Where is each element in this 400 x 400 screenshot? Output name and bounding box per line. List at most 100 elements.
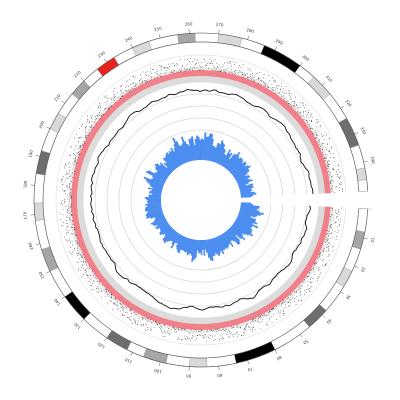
histogram-bar (224, 153, 237, 169)
histogram-bar (190, 239, 195, 256)
histogram-bar (189, 239, 194, 254)
histogram-bar (239, 210, 258, 217)
histogram-bar (223, 158, 231, 168)
histogram-bar (228, 158, 244, 173)
tick-label: 140 (53, 297, 62, 306)
histogram-bar (151, 178, 165, 185)
histogram-bar (155, 166, 170, 177)
histogram-bar (217, 235, 226, 251)
tick-label: 180 (22, 180, 28, 189)
histogram-bar (224, 231, 233, 241)
histogram-bar (240, 191, 255, 195)
histogram-bar (224, 153, 236, 169)
tick-mark (354, 132, 359, 135)
histogram-bar (227, 229, 241, 244)
histogram-bar (225, 151, 241, 170)
tick-label: 120 (96, 341, 105, 350)
histogram-bar (204, 239, 208, 253)
tick-mark (35, 243, 40, 245)
histogram-bar (180, 145, 188, 163)
histogram-bar (232, 223, 250, 236)
histogram-bar (147, 208, 163, 213)
tick-label: 320 (344, 98, 353, 108)
histogram-bar (154, 163, 170, 176)
ideogram-band (217, 33, 243, 47)
histogram-bar (230, 162, 243, 174)
histogram-bar (170, 231, 178, 242)
histogram-bar (159, 223, 170, 232)
line-track (90, 89, 314, 311)
histogram-bar (236, 175, 251, 184)
tick-mark (299, 62, 303, 66)
tick-label: 130 (73, 321, 82, 330)
ideogram (33, 32, 368, 368)
histogram-bar (149, 191, 162, 195)
histogram-bar (164, 155, 177, 170)
histogram-bar (238, 179, 253, 187)
histogram-bar (202, 139, 205, 161)
tick-mark (340, 105, 344, 109)
histogram-bar (237, 178, 251, 186)
histogram-bar (188, 138, 194, 161)
histogram-bar (212, 238, 219, 255)
histogram-bar (152, 177, 165, 184)
histogram-bar (171, 232, 179, 242)
histogram-bar (239, 186, 254, 191)
tick-label: 260 (185, 21, 193, 27)
tick-mark (46, 271, 51, 274)
tick-label: 80 (216, 373, 222, 379)
histogram-bar (147, 199, 162, 202)
histogram-bar (238, 212, 252, 218)
histogram-bar (193, 144, 198, 161)
histogram-bar (228, 227, 237, 236)
histogram-bar (206, 133, 212, 161)
histogram-bar (237, 215, 258, 225)
histogram-bar (164, 157, 176, 170)
tick-label: 60 (275, 355, 282, 362)
tick-mark (322, 82, 326, 86)
histogram-bar (155, 167, 169, 178)
histogram-bar (229, 227, 242, 240)
tick-mark (247, 35, 249, 40)
tick-mark (130, 352, 133, 357)
ideogram-band (33, 202, 45, 221)
histogram-bar (153, 218, 167, 227)
histogram-bar (177, 236, 186, 254)
histogram-bar (176, 235, 185, 250)
histogram-bar (164, 227, 174, 237)
histogram-bar (211, 147, 217, 162)
histogram-bar (237, 216, 254, 225)
tick-label: 280 (246, 27, 255, 34)
scatter-track-outer (55, 54, 347, 346)
histogram-bar (170, 151, 181, 167)
histogram-bar (230, 225, 244, 237)
histogram-bar (165, 153, 178, 169)
histogram-bar (234, 220, 253, 233)
histogram-bar (173, 143, 185, 165)
tick-mark (104, 337, 107, 342)
center-disc (161, 160, 241, 240)
histogram-bar (239, 209, 261, 216)
histogram-bar (152, 187, 163, 191)
tick-mark (274, 46, 278, 51)
histogram-bar (155, 220, 168, 229)
ideogram-band (58, 93, 80, 118)
tick-label: 110 (124, 357, 133, 365)
histogram-bar (236, 217, 253, 228)
tick-label: 160 (27, 241, 34, 250)
ideogram-band (83, 312, 113, 339)
histogram-bar (148, 194, 162, 197)
histogram-bar (221, 153, 231, 167)
histogram-bar (186, 143, 192, 162)
histogram-bar (239, 211, 256, 218)
histogram-bar (181, 143, 189, 163)
histogram-bar (194, 239, 198, 259)
tick-mark (61, 296, 66, 300)
histogram-bar (229, 159, 244, 173)
tick-label: 150 (37, 270, 45, 279)
ideogram-band (322, 93, 347, 123)
histogram-bar (184, 238, 190, 253)
histogram-bar (189, 138, 195, 161)
histogram-bar (163, 162, 174, 173)
